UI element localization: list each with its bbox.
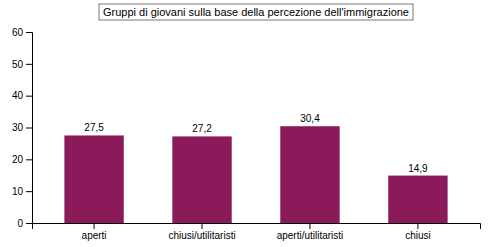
- axis-line: [26, 33, 33, 224]
- title: Gruppi di giovani sulla base della perce…: [103, 6, 409, 18]
- data-label: 27,2: [192, 123, 212, 134]
- tick-mark: [94, 223, 95, 229]
- axis-line: [33, 224, 481, 230]
- tick-label: 20: [12, 154, 24, 165]
- bars: [64, 126, 447, 223]
- tick-mark: [417, 223, 418, 229]
- bar: [388, 176, 447, 223]
- tick-label: aperti: [82, 230, 107, 241]
- tick-label: aperti/utilitaristi: [277, 230, 344, 241]
- y-axis: 0 10 20 30 40 50 60: [12, 27, 33, 229]
- tick-label: 50: [12, 59, 24, 70]
- tick: 50: [12, 59, 32, 70]
- tick-mark: [309, 223, 310, 229]
- tick: aperti/utilitaristi: [277, 223, 344, 241]
- tick-label: chiusi/utilitaristi: [168, 230, 235, 241]
- plot: 0102030405060apertichiusi/utilitaristiap…: [12, 27, 481, 241]
- tick-mark: [26, 96, 32, 97]
- tick: 40: [12, 90, 32, 101]
- tick: 30: [12, 122, 32, 133]
- tick-label: 0: [17, 218, 23, 229]
- title-box: [99, 4, 413, 20]
- tick-label: 60: [12, 27, 24, 38]
- bar: [64, 135, 123, 223]
- tick-mark: [26, 32, 32, 33]
- title-group: Gruppi di giovani sulla base della perce…: [99, 4, 413, 20]
- chart: 0102030405060apertichiusi/utilitaristiap…: [0, 0, 492, 247]
- tick-label: chiusi: [405, 230, 431, 241]
- tick: 0: [17, 218, 32, 229]
- tick-mark: [26, 191, 32, 192]
- bar: [172, 136, 231, 223]
- tick-mark: [26, 223, 32, 224]
- data-label: 14,9: [408, 163, 428, 174]
- tick: chiusi/utilitaristi: [168, 223, 235, 241]
- bar: [280, 126, 339, 223]
- tick: 10: [12, 186, 32, 197]
- tick-label: 30: [12, 122, 24, 133]
- tick-mark: [26, 64, 32, 65]
- tick: 60: [12, 27, 32, 38]
- tick-mark: [26, 128, 32, 129]
- tick-label: 10: [12, 186, 24, 197]
- tick-label: 40: [12, 90, 24, 101]
- tick: chiusi: [405, 223, 431, 241]
- data-label: 27,5: [84, 122, 104, 133]
- tick: aperti: [82, 223, 107, 241]
- data-labels: 27,5 27,2 30,4 14,9: [84, 113, 428, 173]
- data-label: 30,4: [300, 113, 320, 124]
- tick: 20: [12, 154, 32, 165]
- tick-mark: [26, 159, 32, 160]
- tick-mark: [202, 223, 203, 229]
- x-axis: aperti chiusi/utilitaristi aperti/utilitar…: [33, 223, 481, 241]
